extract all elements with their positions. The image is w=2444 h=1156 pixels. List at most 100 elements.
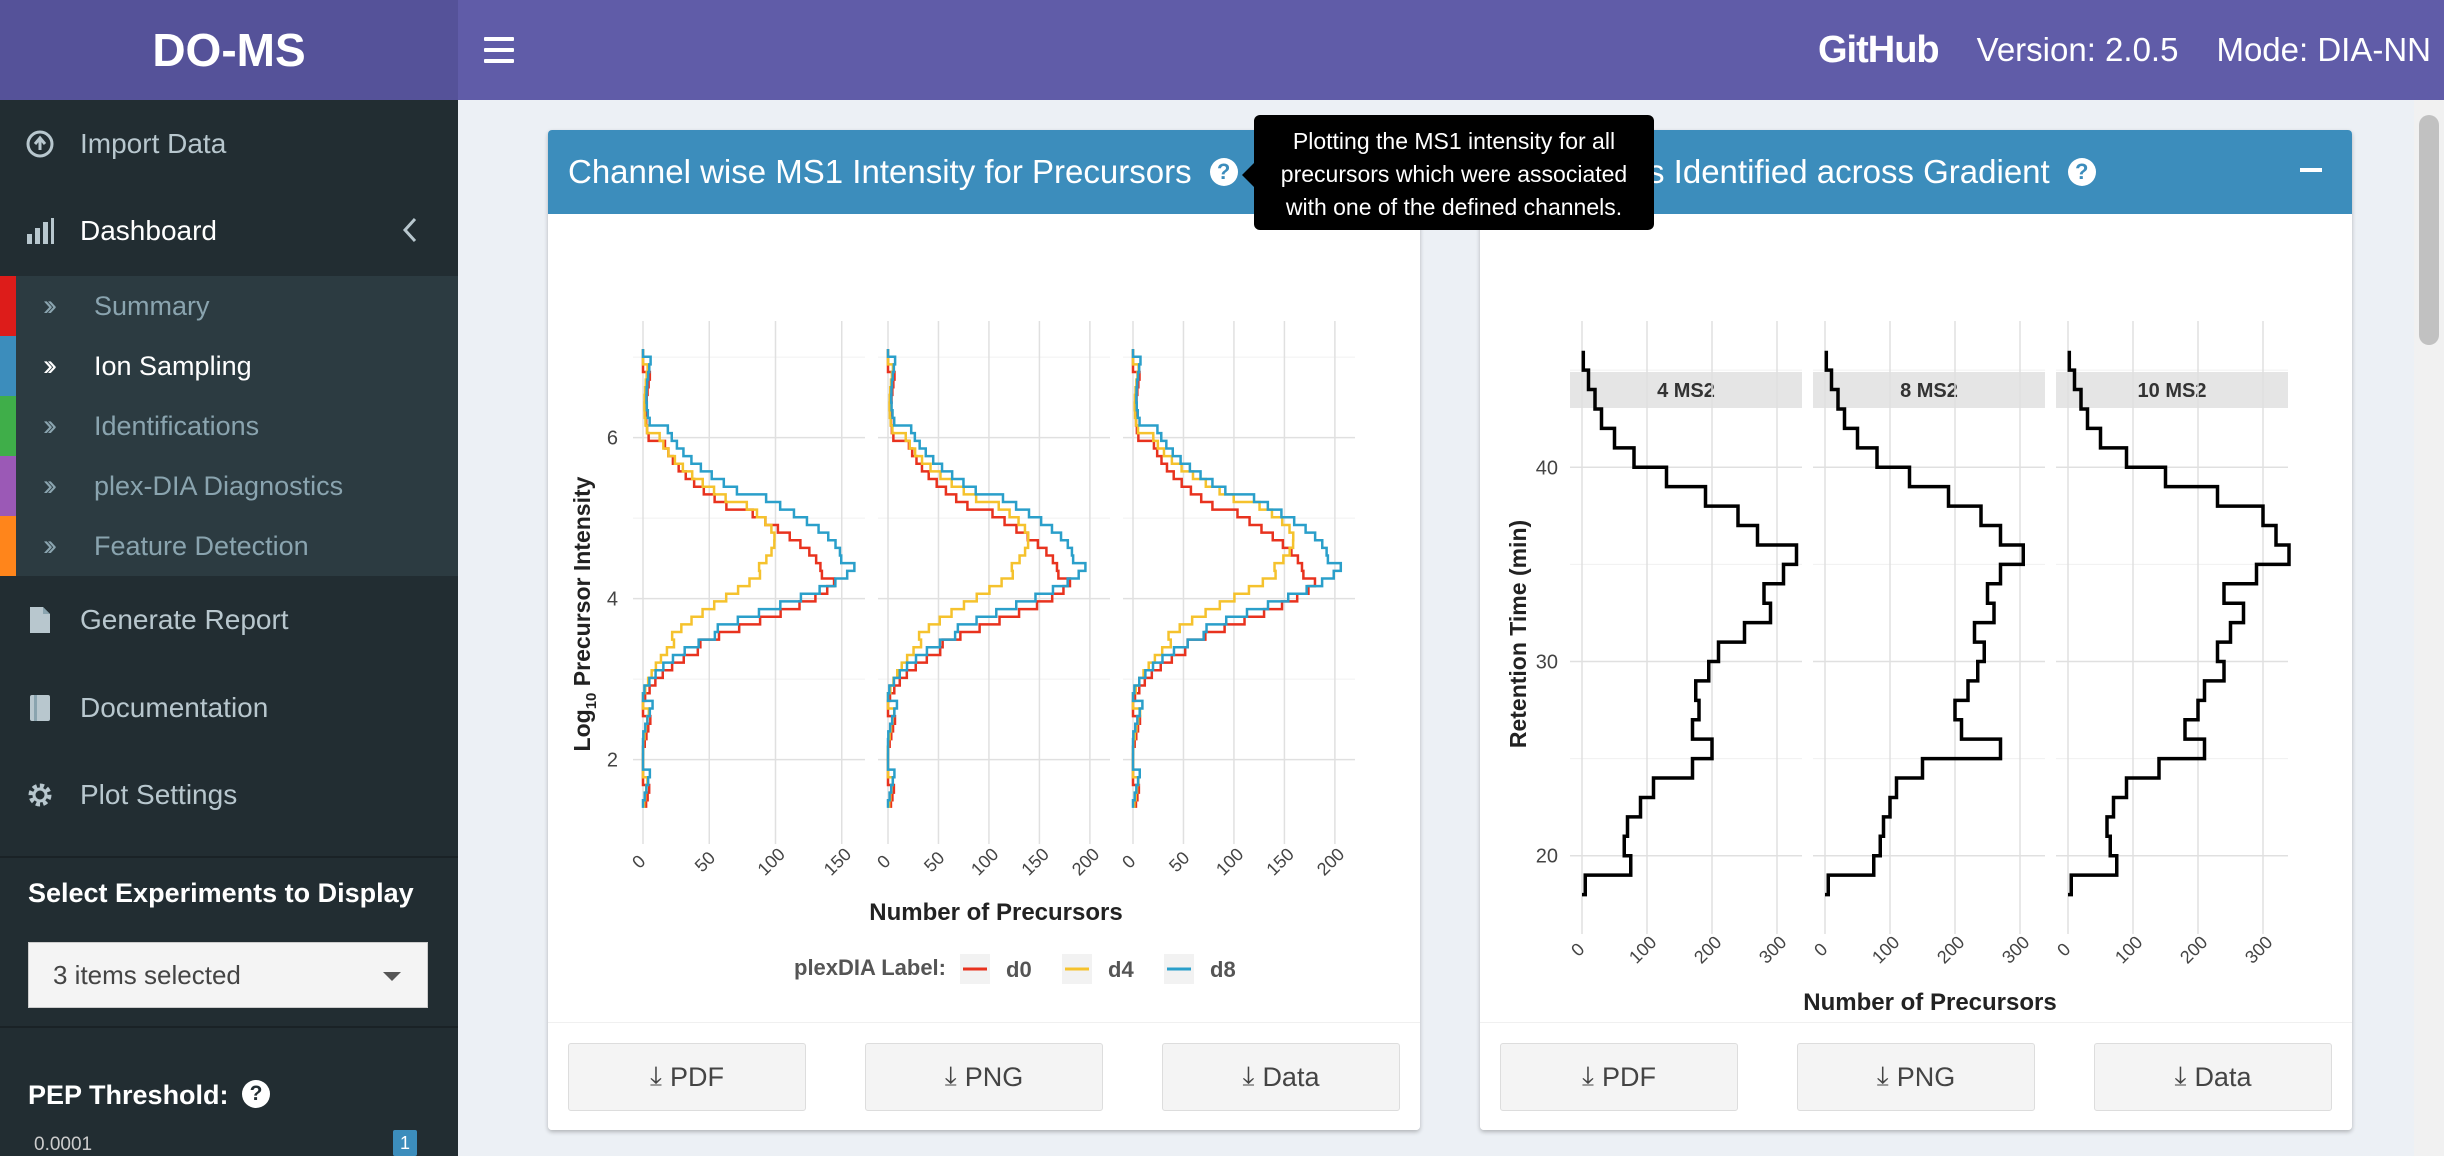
slider-value-badge[interactable]: 1 <box>393 1130 417 1156</box>
x-tick-label: 0 <box>628 851 649 872</box>
download-pdf-button[interactable]: ⤓ PDF <box>568 1043 806 1111</box>
sidebar-subitem-ion-sampling[interactable]: ›› Ion Sampling <box>0 336 458 396</box>
gradient-ids-box: s Identified across Gradient ? 4 MS2 0 100… <box>1480 130 2352 1130</box>
facet-strip <box>1813 372 2045 408</box>
series-line-d8 <box>1131 349 1343 808</box>
y-tick-label: 40 <box>1536 457 1558 479</box>
download-icon: ⤓ <box>2174 1061 2187 1091</box>
x-axis-label: Number of Precursors <box>1803 989 2056 1016</box>
x-tick-label: 300 <box>2241 932 2276 967</box>
x-tick-label: 50 <box>691 848 719 876</box>
x-tick-label: 300 <box>1755 932 1790 967</box>
x-tick-label: 150 <box>1262 844 1297 879</box>
dashboard-submenu: ›› Summary ›› Ion Sampling ›› Identifica… <box>0 276 458 576</box>
y-tick-label: 6 <box>607 428 618 450</box>
help-icon[interactable]: ? <box>242 1080 270 1108</box>
github-link[interactable]: GitHub <box>1818 28 1940 71</box>
y-tick-label: 2 <box>607 750 618 772</box>
file-icon <box>0 605 80 635</box>
sidebar-item-label: Import Data <box>80 128 227 159</box>
x-tick-label: 200 <box>1068 844 1103 879</box>
sidebar-item-plot-settings[interactable]: Plot Settings <box>0 752 458 838</box>
download-icon: ⤓ <box>944 1061 957 1091</box>
series-line <box>1824 350 2025 897</box>
double-chevron-icon: ›› <box>43 409 57 442</box>
double-chevron-icon: ›› <box>43 349 57 382</box>
legend-label-d4: d4 <box>1108 957 1134 982</box>
x-tick-label: 150 <box>1017 844 1052 879</box>
x-tick-label: 100 <box>967 844 1002 879</box>
panel-background <box>1123 321 1355 844</box>
sidebar-subitem-summary[interactable]: ›› Summary <box>0 276 458 336</box>
top-navbar: DO-MS GitHub Version: 2.0.5 Mode: DIA-NN <box>0 0 2444 100</box>
x-tick-label: 0 <box>1810 939 1831 960</box>
series-line-d8 <box>641 349 856 808</box>
x-tick-label: 50 <box>920 848 948 876</box>
panel-background <box>878 321 1110 844</box>
x-tick-label: 0 <box>2053 939 2074 960</box>
experiment-select[interactable]: 3 items selected <box>28 942 428 1008</box>
gradient-ids-chart: 4 MS2 0 100 200 300 8 MS2 0 100 200 300 10 MS2 0 100… <box>1505 321 2291 1016</box>
sidebar-subitem-plex-dia[interactable]: ›› plex-DIA Diagnostics <box>0 456 458 516</box>
pep-threshold-label: PEP Threshold: <box>28 1080 229 1110</box>
sidebar-item-import-data[interactable]: Import Data <box>0 101 458 187</box>
sidebar-divider <box>0 1026 458 1028</box>
app-brand[interactable]: DO-MS <box>0 0 458 100</box>
box-title: s Identified across Gradient <box>1648 153 2050 190</box>
series-line-d8 <box>886 349 1087 808</box>
box-footer: ⤓ PDF ⤓ PNG ⤓ Data <box>548 1022 1420 1130</box>
ms1-intensity-box: Channel wise MS1 Intensity for Precursor… <box>548 130 1420 1130</box>
download-pdf-button[interactable]: ⤓ PDF <box>1500 1043 1738 1111</box>
page-scrollbar[interactable] <box>2414 100 2444 1156</box>
sidebar-item-dashboard[interactable]: Dashboard <box>0 188 458 274</box>
collapse-icon[interactable] <box>2300 168 2322 172</box>
gear-icon <box>0 780 80 810</box>
main-content: Channel wise MS1 Intensity for Precursor… <box>458 100 2414 1156</box>
facet-label: 8 MS2 <box>1900 380 1958 402</box>
subitem-label: Feature Detection <box>94 530 309 561</box>
sidebar-divider <box>0 856 458 858</box>
y-tick-label: 20 <box>1536 846 1558 868</box>
download-png-button[interactable]: ⤓ PNG <box>865 1043 1103 1111</box>
scrollbar-thumb[interactable] <box>2419 115 2439 345</box>
box-footer: ⤓ PDF ⤓ PNG ⤓ Data <box>1480 1022 2352 1130</box>
sidebar: Import Data Dashboard ›› Summary ›› Ion … <box>0 100 458 1156</box>
y-tick-label: 4 <box>607 589 618 611</box>
sidebar-item-label: Generate Report <box>80 604 289 635</box>
legend-title: plexDIA Label: <box>794 955 946 980</box>
x-tick-label: 200 <box>1690 932 1725 967</box>
download-icon: ⤓ <box>1876 1061 1889 1091</box>
sidebar-subitem-feature-detection[interactable]: ›› Feature Detection <box>0 516 458 576</box>
series-line <box>1581 350 1799 897</box>
sidebar-subitem-identifications[interactable]: ›› Identifications <box>0 396 458 456</box>
facet-strip <box>2056 372 2288 408</box>
help-icon[interactable]: ? <box>1209 158 1238 186</box>
help-icon[interactable]: ? <box>2067 158 2096 186</box>
tab-color-bar <box>0 396 16 456</box>
book-icon <box>0 693 80 723</box>
upload-icon <box>0 129 80 159</box>
x-tick-label: 0 <box>873 851 894 872</box>
download-data-button[interactable]: ⤓ Data <box>2094 1043 2332 1111</box>
ms1-intensity-chart: 4 MS20501001508 MS205010015020010 MS2050… <box>569 321 1355 984</box>
facet-label: 4 MS2 <box>1657 380 1715 402</box>
sidebar-toggle-icon[interactable] <box>484 30 514 70</box>
box-title: Channel wise MS1 Intensity for Precursor… <box>568 153 1192 190</box>
navbar-right: GitHub Version: 2.0.5 Mode: DIA-NN <box>1818 0 2431 100</box>
legend-label-d8: d8 <box>1210 957 1236 982</box>
download-icon: ⤓ <box>1582 1061 1594 1091</box>
sidebar-item-documentation[interactable]: Documentation <box>0 665 458 751</box>
download-icon: ⤓ <box>650 1061 662 1091</box>
download-data-button[interactable]: ⤓ Data <box>1162 1043 1400 1111</box>
subitem-label: plex-DIA Diagnostics <box>94 470 344 501</box>
select-value: 3 items selected <box>53 959 241 990</box>
slider-min-value: 0.0001 <box>34 1134 93 1155</box>
x-tick-label: 50 <box>1165 848 1193 876</box>
version-label: Version: 2.0.5 <box>1976 31 2179 68</box>
download-png-button[interactable]: ⤓ PNG <box>1797 1043 2035 1111</box>
sidebar-item-generate-report[interactable]: Generate Report <box>0 577 458 663</box>
sidebar-item-label: Documentation <box>80 692 269 723</box>
facet-label: 10 MS2 <box>2138 380 2207 402</box>
subitem-label: Summary <box>94 290 210 321</box>
facet-strip <box>1570 372 1802 408</box>
